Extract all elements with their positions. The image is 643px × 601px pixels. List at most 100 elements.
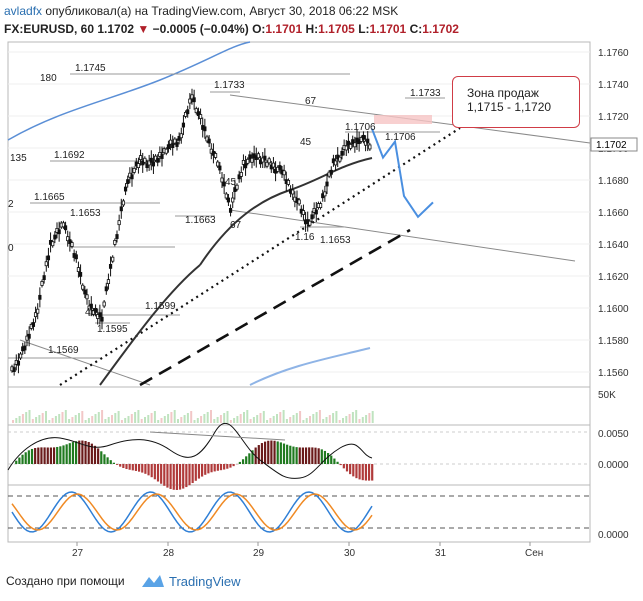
candle-body [207, 138, 211, 144]
volume-bar [295, 413, 298, 423]
price-tick: 1.1740 [598, 80, 629, 91]
macd-bar [216, 464, 219, 471]
price-annotation: 1.1653 [70, 208, 101, 219]
macd-bar [330, 455, 333, 464]
price-annotation: 1.1733 [214, 80, 245, 91]
volume-bar [196, 418, 199, 423]
candle-body [160, 154, 164, 159]
author-name[interactable]: avladfx [4, 4, 43, 18]
candle-body [361, 134, 366, 140]
candle-body [51, 241, 55, 247]
candle-body [233, 187, 237, 193]
candle-body [318, 203, 323, 209]
volume-bar [120, 420, 123, 423]
tradingview-logo-icon[interactable] [140, 571, 166, 591]
candle-body [267, 158, 271, 164]
cycle-annotation: 0 [8, 243, 14, 254]
current-price-label: 1.1702 [596, 140, 627, 151]
candle-body [63, 225, 68, 231]
volume-pane[interactable] [7, 386, 591, 426]
macd-bar [34, 448, 37, 464]
candle-body [23, 345, 27, 351]
cycle-annotation: 135 [10, 153, 27, 164]
price-tick: 1.1720 [598, 112, 629, 123]
candle-body [31, 322, 36, 327]
candle-body [256, 153, 261, 159]
lower-trend-line [229, 209, 576, 262]
price-axis[interactable]: 1.17601.17401.17201.17001.16801.16601.16… [598, 48, 629, 379]
candle-body [117, 220, 121, 226]
macd-bar [131, 464, 134, 471]
candle-body [231, 197, 235, 203]
candle-body [123, 186, 128, 192]
macd-bar [49, 447, 52, 464]
volume-bar [54, 416, 57, 423]
volume-bar [177, 419, 179, 423]
macd-bar [367, 464, 371, 481]
macd-bar [323, 450, 327, 464]
candle-body [329, 169, 333, 175]
candle-body [141, 160, 145, 166]
volume-bar [318, 410, 321, 423]
macd-bar [295, 447, 298, 464]
open-label: O: [252, 22, 266, 36]
macd-bar [52, 447, 56, 464]
macd-bar [24, 452, 27, 464]
macd-bar [100, 451, 103, 464]
stochastic-pane[interactable] [7, 484, 591, 543]
callout-line-2: 1,1715 - 1,1720 [467, 100, 552, 114]
volume-bar [180, 417, 183, 423]
volume-bar [332, 413, 335, 423]
volume-bar [236, 416, 239, 423]
candle-body [151, 161, 156, 167]
candle-body [192, 97, 196, 103]
volume-axis-label: 50K [598, 390, 616, 401]
candle-body [70, 242, 74, 247]
candle-body [93, 307, 98, 313]
price-tick: 1.1600 [598, 304, 629, 315]
volume-bar [51, 418, 54, 423]
candle-body [130, 174, 134, 180]
macd-bar [355, 464, 358, 479]
macd-bar [264, 441, 267, 464]
volume-bar [61, 412, 64, 423]
volume-bar [216, 417, 219, 423]
brand-name[interactable]: TradingView [169, 574, 241, 589]
last-price: 1.1702 [97, 22, 135, 36]
candle-body [181, 122, 186, 128]
candle-body [301, 210, 306, 215]
volume-bar [68, 419, 71, 423]
price-annotation: 1.16 [295, 232, 315, 243]
time-axis[interactable]: 27 28 29 30 31 Сен [72, 542, 543, 559]
macd-bar [204, 464, 207, 475]
macd-bar [327, 453, 330, 464]
candle-body [278, 165, 282, 170]
macd-bar [345, 464, 349, 472]
candle-body [145, 163, 149, 168]
time-tick: Сен [525, 548, 543, 559]
symbol-name[interactable]: FX:EURUSD, 60 [4, 22, 95, 36]
open-value: 1.1701 [265, 22, 303, 36]
volume-bar [266, 420, 269, 423]
candle-body [239, 171, 243, 177]
macd-bar [308, 447, 311, 464]
macd-bar [93, 445, 97, 464]
volume-bar [233, 418, 236, 423]
dotted-support-line [59, 127, 461, 386]
macd-bar [358, 464, 361, 480]
volume-bar [243, 412, 245, 423]
candle-body [297, 199, 301, 205]
volume-bar [285, 419, 288, 423]
macd-bar [201, 464, 204, 477]
candle-body [344, 145, 348, 151]
macd-bar [229, 464, 232, 468]
candle-body [340, 150, 344, 156]
candle-body [136, 163, 141, 168]
volume-bar [97, 412, 100, 423]
volume-bar [365, 415, 368, 423]
candle-body [246, 158, 250, 164]
macd-bar [223, 464, 226, 470]
footer: Создано при помощи TradingView [0, 565, 643, 601]
macd-bar [160, 464, 163, 484]
macd-bar [65, 444, 68, 464]
